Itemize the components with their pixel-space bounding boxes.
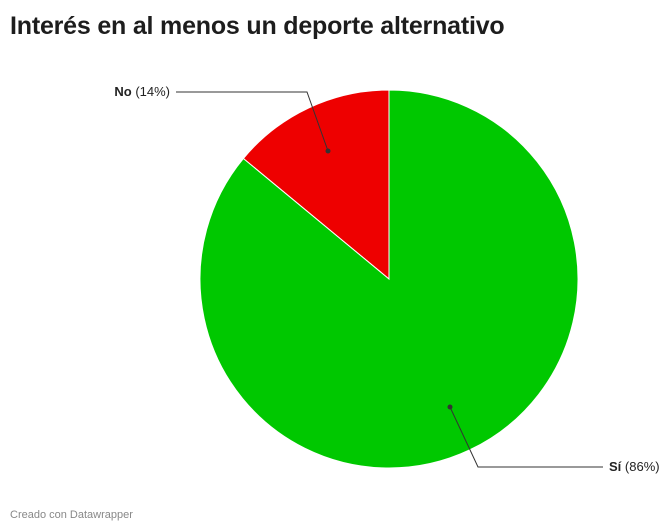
slice-category-no: No (114, 84, 131, 99)
slice-percent-si: (86%) (621, 459, 659, 474)
footer-credit: Creado con Datawrapper (10, 509, 133, 521)
leader-line-no (176, 91, 329, 152)
slice-category-si: Sí (609, 459, 622, 474)
chart-title: Interés en al menos un deporte alternati… (10, 12, 505, 40)
slice-percent-no: (14%) (132, 84, 170, 99)
leader-dot-si (447, 404, 453, 410)
slice-label-no: No (14%) (114, 84, 170, 99)
pie-slice-no (242, 89, 390, 281)
leader-dot-no (325, 148, 331, 154)
slice-label-si: Sí (86%) (609, 459, 660, 474)
leader-line-si (449, 406, 603, 468)
pie-slice-si (199, 89, 579, 469)
